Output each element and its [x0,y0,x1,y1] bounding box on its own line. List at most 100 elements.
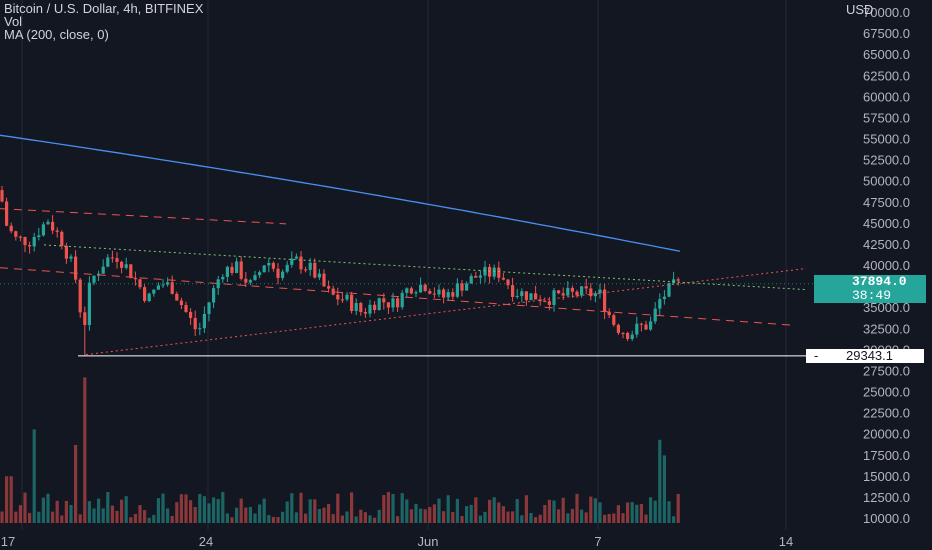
volume-bar [138,505,142,523]
y-tick-label: 20000.0 [863,427,910,442]
candle-body [653,308,657,322]
volume-bar [653,500,657,523]
trendline-dotted-red [85,268,807,356]
candle-body [60,231,64,246]
y-tick-label: 27500.0 [863,363,910,378]
candle-body [313,262,317,278]
candle-body [409,288,413,294]
volume-bar [603,514,607,523]
volume-bar [662,455,666,523]
volume-bar [198,494,202,523]
last-price-tag: 37894.0 38:49 [814,275,926,303]
volume-bar [635,504,639,523]
x-tick-label: 17 [1,534,15,549]
volume-bar [101,508,105,523]
currency-label[interactable]: USD [846,2,874,17]
candle-body [64,245,68,259]
candle-body [566,287,570,296]
low-price-tag: - 29343.1 [806,349,924,363]
candle-body [626,332,630,339]
candle-body [598,289,602,294]
volume-bar [299,492,303,523]
volume-bar [106,492,110,523]
volume-bar [391,494,395,523]
candle-body [216,279,220,289]
candle-body [474,275,478,278]
legend-volume[interactable]: Vol [4,14,23,29]
volume-bar [561,497,565,523]
candle-body [373,304,377,311]
candle-body [193,318,197,330]
candle-body [414,292,418,294]
volume-bar [166,508,170,523]
candle-body [478,275,482,278]
volume-bar [483,511,487,523]
volume-bar [630,502,634,523]
volume-bar [147,517,151,523]
y-tick-label: 50000.0 [863,174,910,189]
candle-body [511,285,515,297]
candle-body [166,282,170,285]
candle-body [32,237,36,247]
volume-bar [9,476,13,523]
candle-body [281,271,285,278]
candle-body [18,236,22,238]
candle-body [179,300,183,305]
candle-body [492,267,496,277]
candle-body [253,275,257,281]
candle-body [359,303,363,313]
low-price-value: 29343.1 [846,348,893,363]
candle-body [386,302,390,308]
candle-body [69,256,73,259]
candle-body [469,275,473,284]
candle-body [345,294,349,300]
candle-body [87,282,91,326]
legend-ma[interactable]: MA (200, close, 0) [4,27,109,42]
volume-bar [276,517,280,523]
volume-bar [225,513,229,523]
candle-body [382,298,386,303]
y-tick-label: 10000.0 [863,511,910,526]
volume-bar [368,515,372,523]
candle-body [110,257,114,259]
candle-body [616,324,620,333]
volume-bar [175,502,179,523]
volume-bar [5,476,9,523]
y-tick-label: 25000.0 [863,385,910,400]
candle-body [557,290,561,294]
volume-bar [451,511,455,523]
volume-bar [557,509,561,523]
volume-bar [497,502,501,523]
candle-body [124,264,128,268]
volume-bar [396,516,400,523]
candle-body [28,245,32,247]
candle-body [391,298,395,308]
volume-bar [152,514,156,523]
volume-bar [92,508,96,523]
ma200-line [0,134,681,252]
candle-body [83,312,87,326]
candle-body [570,287,574,292]
candle-body [524,291,528,301]
candle-body [299,256,303,270]
legend-symbol[interactable]: Bitcoin / U.S. Dollar, 4h, BITFINEX [4,1,204,16]
candle-body [317,273,321,278]
volume-bar [423,509,427,523]
candle-body [455,283,459,297]
candle-body [538,299,542,302]
candle-body [212,288,216,303]
candle-body [543,301,547,303]
candle-body [5,201,9,226]
candle-body [198,328,202,330]
volume-bar [184,494,188,523]
trendline-dashed-red-lower [0,267,791,326]
candle-body [184,304,188,312]
candle-body [239,261,243,279]
y-tick-label: 15000.0 [863,469,910,484]
candle-body [189,311,193,319]
candle-body [37,235,41,238]
x-tick-label: 7 [594,534,601,549]
volume-bar [465,506,469,523]
y-tick-label: 32500.0 [863,321,910,336]
